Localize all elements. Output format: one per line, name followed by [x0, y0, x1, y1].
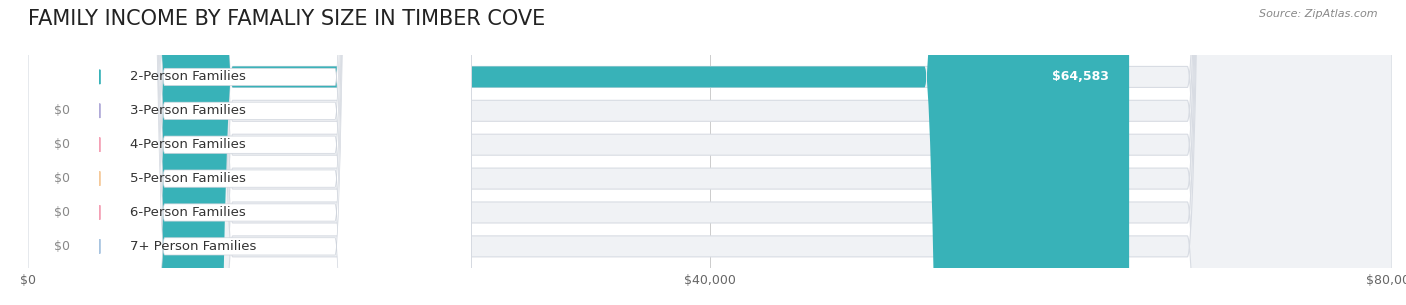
Text: 2-Person Families: 2-Person Families	[131, 70, 246, 84]
FancyBboxPatch shape	[28, 0, 471, 305]
Text: $0: $0	[53, 240, 70, 253]
FancyBboxPatch shape	[28, 0, 471, 305]
Text: Source: ZipAtlas.com: Source: ZipAtlas.com	[1260, 9, 1378, 19]
FancyBboxPatch shape	[28, 0, 471, 305]
Text: $0: $0	[53, 104, 70, 117]
FancyBboxPatch shape	[28, 0, 471, 305]
FancyBboxPatch shape	[28, 0, 1392, 305]
Text: 6-Person Families: 6-Person Families	[131, 206, 246, 219]
FancyBboxPatch shape	[28, 0, 471, 305]
Text: $0: $0	[53, 206, 70, 219]
Text: FAMILY INCOME BY FAMALIY SIZE IN TIMBER COVE: FAMILY INCOME BY FAMALIY SIZE IN TIMBER …	[28, 9, 546, 29]
Text: 5-Person Families: 5-Person Families	[131, 172, 246, 185]
Text: $64,583: $64,583	[1052, 70, 1109, 84]
FancyBboxPatch shape	[28, 0, 1392, 305]
FancyBboxPatch shape	[28, 0, 1392, 305]
FancyBboxPatch shape	[28, 0, 1392, 305]
Text: 4-Person Families: 4-Person Families	[131, 138, 246, 151]
Text: 7+ Person Families: 7+ Person Families	[131, 240, 257, 253]
FancyBboxPatch shape	[28, 0, 1392, 305]
Text: $0: $0	[53, 172, 70, 185]
Text: 3-Person Families: 3-Person Families	[131, 104, 246, 117]
Text: $0: $0	[53, 138, 70, 151]
FancyBboxPatch shape	[28, 0, 1392, 305]
FancyBboxPatch shape	[28, 0, 471, 305]
FancyBboxPatch shape	[28, 0, 1129, 305]
